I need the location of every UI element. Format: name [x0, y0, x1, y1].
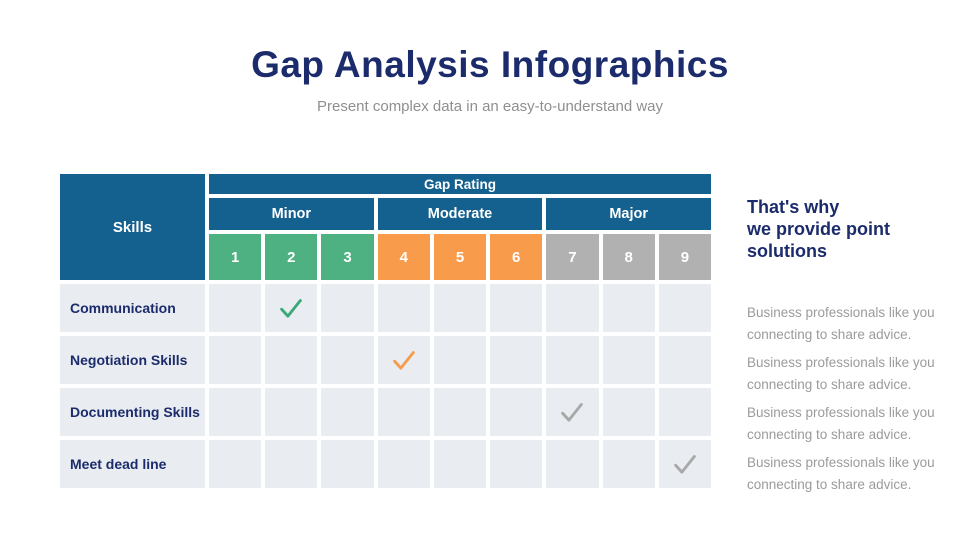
- rating-body-cell: [433, 440, 487, 488]
- rating-body-cell: [209, 336, 262, 384]
- skill-label: Communication: [60, 284, 205, 332]
- sidebar-notes: Business professionals like you connecti…: [747, 302, 935, 496]
- rating-body-cell: [490, 336, 543, 384]
- sidebar-note: Business professionals like you connecti…: [747, 455, 935, 492]
- rating-body-cell: [546, 440, 599, 488]
- skill-label: Documenting Skills: [60, 388, 205, 436]
- rating-body-cell: [209, 284, 262, 332]
- rating-body-cell: [265, 388, 318, 436]
- rating-body-cell: [377, 440, 430, 488]
- sidebar-heading: That's why we provide point solutions: [747, 197, 891, 261]
- rating-body-cell: [490, 388, 543, 436]
- gap-rating-header-cell: Gap Rating: [209, 174, 711, 194]
- rating-body-cell: [602, 284, 655, 332]
- rating-header-cell-7: 7: [546, 234, 599, 280]
- group-header-moderate: Moderate: [377, 198, 543, 230]
- skill-label: Negotiation Skills: [60, 336, 205, 384]
- rating-body-cell: [602, 388, 655, 436]
- rating-header-cell-4: 4: [377, 234, 430, 280]
- rating-header-cell-6: 6: [490, 234, 543, 280]
- gap-analysis-table: Skills Gap Rating Minor Moderate Major 1 2 3 4 5 6…: [60, 174, 711, 488]
- skills-header-cell: Skills: [60, 174, 205, 280]
- group-header-minor: Minor: [209, 198, 374, 230]
- rating-body-cell: [377, 388, 430, 436]
- rating-body-cell: [321, 388, 374, 436]
- rating-body-cell: [321, 336, 374, 384]
- rating-body-cell: [209, 440, 262, 488]
- rating-body-cell: [377, 284, 430, 332]
- rating-body-cell: [321, 284, 374, 332]
- page-title: Gap Analysis Infographics: [251, 44, 729, 85]
- rating-body-cell: [658, 388, 711, 436]
- rating-header-cell-2: 2: [265, 234, 318, 280]
- rating-body-cell: [658, 284, 711, 332]
- check-icon: [561, 403, 584, 422]
- rating-body-cell: [602, 336, 655, 384]
- check-icon: [392, 351, 415, 370]
- group-header-major: Major: [546, 198, 711, 230]
- rating-header-cell-9: 9: [658, 234, 711, 280]
- sidebar-note: Business professionals like you connecti…: [747, 305, 935, 342]
- check-icon: [674, 455, 696, 474]
- rating-body-cell: [321, 440, 374, 488]
- rating-header-cell-8: 8: [602, 234, 655, 280]
- rating-body-cell: [658, 336, 711, 384]
- rating-header-cell-3: 3: [321, 234, 374, 280]
- rating-header-cell-5: 5: [433, 234, 487, 280]
- rating-body-cell: [433, 336, 487, 384]
- rating-body-cell: [209, 388, 262, 436]
- sidebar-note: Business professionals like you connecti…: [747, 355, 935, 392]
- rating-body-cell: [433, 388, 487, 436]
- page-subtitle: Present complex data in an easy-to-under…: [316, 98, 664, 115]
- rating-body-cell: [546, 284, 599, 332]
- rating-body-cell: [490, 284, 543, 332]
- rating-body-cell: [265, 440, 318, 488]
- rating-body-cell: [433, 284, 487, 332]
- rating-header-cell-1: 1: [209, 234, 262, 280]
- sidebar: That's why we provide point solutions Bu…: [747, 196, 962, 516]
- rating-body-cell: [546, 336, 599, 384]
- rating-body-cell: [265, 336, 318, 384]
- rating-body-cell: [490, 440, 543, 488]
- rating-body-cell: [658, 440, 711, 488]
- sidebar-note: Business professionals like you connecti…: [747, 405, 935, 442]
- rating-body-cell: [377, 336, 430, 384]
- check-icon: [280, 299, 303, 318]
- rating-body-cell: [602, 440, 655, 488]
- rating-body-cell: [546, 388, 599, 436]
- skill-label: Meet dead line: [60, 440, 205, 488]
- rating-body-cell: [265, 284, 318, 332]
